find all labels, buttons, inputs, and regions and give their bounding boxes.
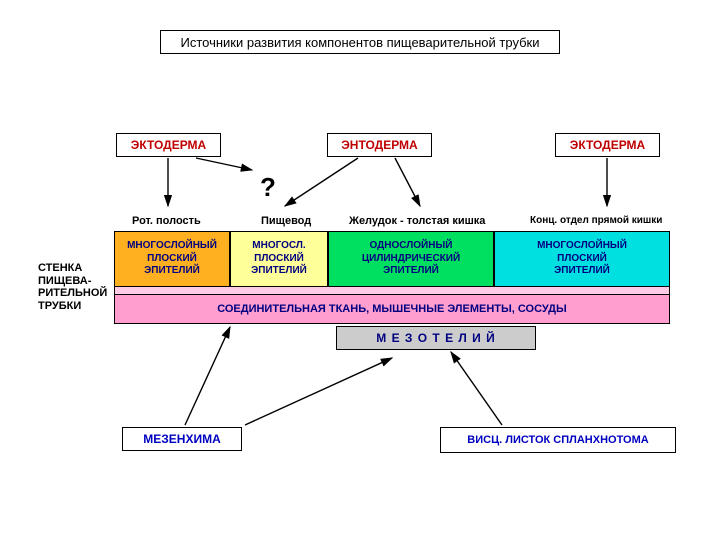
germ-ectoderm-left: ЭКТОДЕРМА (116, 133, 221, 157)
organ-rectum-end: Конц. отдел прямой кишки (530, 215, 662, 226)
epi-text: МНОГОСЛОЙНЫЙПЛОСКИЙЭПИТЕЛИЙ (537, 240, 627, 278)
diagram-root: { "title": {"text":"Источники развития к… (0, 0, 720, 540)
germ-label: ЭКТОДЕРМА (570, 138, 645, 152)
mesothelium-box: М Е З О Т Е Л И Й (336, 326, 536, 350)
epi-text: МНОГОСЛОЙНЫЙПЛОСКИЙЭПИТЕЛИЙ (127, 240, 217, 278)
diagram-title: Источники развития компонентов пищеварит… (160, 30, 560, 54)
wall-label: СТЕНКА ПИЩЕВА- РИТЕЛЬНОЙ ТРУБКИ (38, 262, 107, 313)
title-text: Источники развития компонентов пищеварит… (181, 35, 540, 50)
organ-oral-cavity: Рот. полость (132, 215, 201, 227)
visceral-splanchnotome-box: ВИСЦ. ЛИСТОК СПЛАНХНОТОМА (440, 427, 676, 453)
organ-stomach-colon: Желудок - толстая кишка (349, 215, 485, 227)
epithelium-stratified-squamous-2: МНОГОСЛ.ПЛОСКИЙЭПИТЕЛИЙ (230, 231, 328, 287)
organ-label: Желудок - толстая кишка (349, 215, 485, 227)
wall-label-l2: ПИЩЕВА- (38, 275, 91, 287)
wall-label-l4: ТРУБКИ (38, 300, 81, 312)
epi-text: ОДНОСЛОЙНЫЙЦИЛИНДРИЧЕСКИЙЭПИТЕЛИЙ (362, 240, 460, 278)
pink-strip (114, 287, 670, 294)
bottom-label: ВИСЦ. ЛИСТОК СПЛАНХНОТОМА (467, 434, 648, 446)
germ-entoderm: ЭНТОДЕРМА (327, 133, 432, 157)
meso-text: М Е З О Т Е Л И Й (376, 331, 496, 345)
bottom-label: МЕЗЕНХИМА (143, 432, 220, 446)
germ-label: ЭНТОДЕРМА (341, 138, 417, 152)
wall-label-l3: РИТЕЛЬНОЙ (38, 287, 107, 299)
connective-tissue-bar: СОЕДИНИТЕЛЬНАЯ ТКАНЬ, МЫШЕЧНЫЕ ЭЛЕМЕНТЫ,… (114, 294, 670, 324)
epithelium-simple-columnar: ОДНОСЛОЙНЫЙЦИЛИНДРИЧЕСКИЙЭПИТЕЛИЙ (328, 231, 494, 287)
epithelium-stratified-squamous-1: МНОГОСЛОЙНЫЙПЛОСКИЙЭПИТЕЛИЙ (114, 231, 230, 287)
ct-text: СОЕДИНИТЕЛЬНАЯ ТКАНЬ, МЫШЕЧНЫЕ ЭЛЕМЕНТЫ,… (217, 303, 567, 315)
wall-label-l1: СТЕНКА (38, 262, 82, 274)
organ-esophagus: Пищевод (261, 215, 311, 227)
germ-ectoderm-right: ЭКТОДЕРМА (555, 133, 660, 157)
question-text: ? (260, 172, 276, 202)
epi-text: МНОГОСЛ.ПЛОСКИЙЭПИТЕЛИЙ (251, 240, 307, 278)
organ-label: Конц. отдел прямой кишки (530, 215, 662, 226)
epithelium-stratified-squamous-3: МНОГОСЛОЙНЫЙПЛОСКИЙЭПИТЕЛИЙ (494, 231, 670, 287)
organ-label: Пищевод (261, 215, 311, 227)
question-mark: ? (260, 172, 276, 203)
organ-label: Рот. полость (132, 215, 201, 227)
germ-label: ЭКТОДЕРМА (131, 138, 206, 152)
mesenchyme-box: МЕЗЕНХИМА (122, 427, 242, 451)
